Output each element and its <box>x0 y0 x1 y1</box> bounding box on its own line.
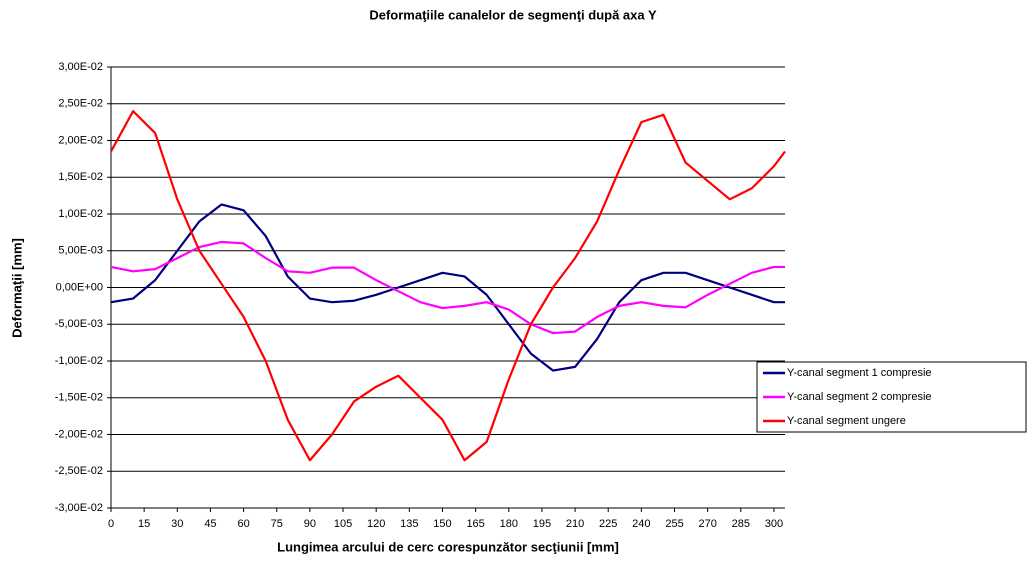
x-tick-label: 300 <box>765 518 783 530</box>
x-tick-label: 195 <box>533 518 551 530</box>
y-tick-label: 1,00E-02 <box>58 208 103 220</box>
x-tick-label: 270 <box>698 518 716 530</box>
y-tick-label: -3,00E-02 <box>55 502 103 514</box>
x-tick-label: 240 <box>632 518 650 530</box>
legend-label: Y-canal segment ungere <box>787 415 906 427</box>
y-tick-label: -5,00E-03 <box>55 318 103 330</box>
x-tick-label: 75 <box>271 518 283 530</box>
x-tick-label: 180 <box>500 518 518 530</box>
x-tick-label: 210 <box>566 518 584 530</box>
x-tick-label: 165 <box>466 518 484 530</box>
x-tick-label: 0 <box>108 518 114 530</box>
x-tick-label: 45 <box>204 518 216 530</box>
y-tick-label: 1,50E-02 <box>58 171 103 183</box>
y-tick-label: 5,00E-03 <box>58 245 103 257</box>
y-tick-label: -2,00E-02 <box>55 428 103 440</box>
y-tick-label: 2,50E-02 <box>58 98 103 110</box>
x-tick-label: 90 <box>304 518 316 530</box>
series-line <box>110 110 786 462</box>
x-tick-label: 225 <box>599 518 617 530</box>
legend-label: Y-canal segment 2 compresie <box>787 391 932 403</box>
legend-label: Y-canal segment 1 compresie <box>787 367 932 379</box>
legend-box <box>756 361 1027 433</box>
y-tick-label: 3,00E-02 <box>58 61 103 73</box>
x-tick-label: 15 <box>138 518 150 530</box>
y-axis-title: Deformaţii [mm] <box>9 238 24 338</box>
y-tick-label: 2,00E-02 <box>58 134 103 146</box>
y-tick-label: -1,00E-02 <box>55 355 103 367</box>
x-tick-label: 135 <box>400 518 418 530</box>
x-tick-label: 285 <box>732 518 750 530</box>
x-tick-label: 30 <box>171 518 183 530</box>
x-axis-title: Lungimea arcului de cerc corespunzător s… <box>277 539 619 554</box>
x-tick-label: 105 <box>334 518 352 530</box>
series-line <box>110 240 785 335</box>
x-tick-label: 60 <box>237 518 249 530</box>
chart-title: Deformaţiile canalelor de segmenţi după … <box>369 7 657 22</box>
x-tick-label: 120 <box>367 518 385 530</box>
y-tick-label: 0,00E+00 <box>56 281 103 293</box>
series-line <box>110 203 785 372</box>
x-tick-label: 255 <box>665 518 683 530</box>
y-tick-label: -2,50E-02 <box>55 465 103 477</box>
x-tick-label: 150 <box>433 518 451 530</box>
y-tick-label: -1,50E-02 <box>55 392 103 404</box>
